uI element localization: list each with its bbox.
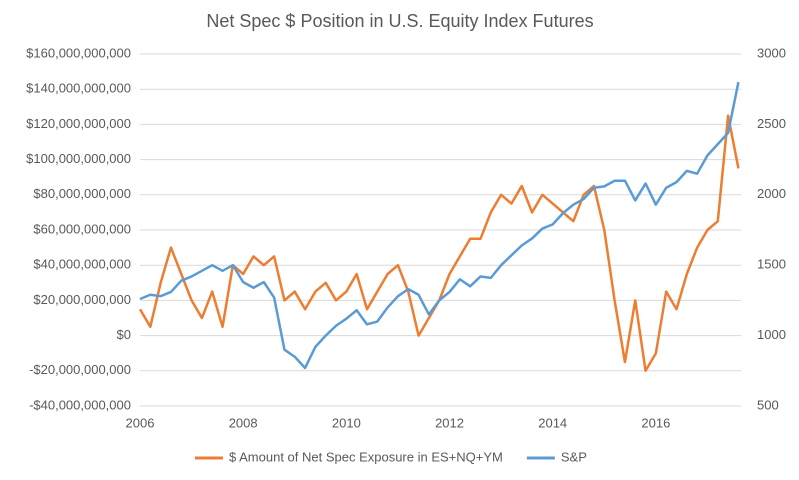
y-tick-label: $20,000,000,000 xyxy=(33,292,131,307)
y2-tick-label: 2000 xyxy=(757,186,786,201)
x-tick-label: 2010 xyxy=(332,415,361,430)
y-tick-label: -$40,000,000,000 xyxy=(29,397,131,412)
y-tick-label: $100,000,000,000 xyxy=(26,151,131,166)
y-tick-label: $140,000,000,000 xyxy=(26,81,131,96)
legend-label: S&P xyxy=(561,449,587,464)
x-tick-label: 2014 xyxy=(538,415,567,430)
y-tick-label: $160,000,000,000 xyxy=(26,45,131,60)
y-tick-label: $40,000,000,000 xyxy=(33,257,131,272)
y2-tick-label: 2500 xyxy=(757,116,786,131)
chart-title: Net Spec $ Position in U.S. Equity Index… xyxy=(206,11,593,31)
x-tick-label: 2012 xyxy=(435,415,464,430)
y-tick-label: $120,000,000,000 xyxy=(26,116,131,131)
y-tick-label: $0 xyxy=(117,327,131,342)
series-line xyxy=(139,81,740,370)
legend-label: $ Amount of Net Spec Exposure in ES+NQ+Y… xyxy=(229,449,503,464)
x-tick-label: 2016 xyxy=(641,415,670,430)
y-tick-label: $80,000,000,000 xyxy=(33,186,131,201)
y2-tick-label: 3000 xyxy=(757,45,786,60)
x-tick-label: 2008 xyxy=(229,415,258,430)
series-line xyxy=(138,114,740,373)
y-tick-label: $60,000,000,000 xyxy=(33,221,131,236)
y2-tick-label: 1500 xyxy=(757,257,786,272)
x-tick-label: 2006 xyxy=(126,415,155,430)
y-tick-label: -$20,000,000,000 xyxy=(29,362,131,377)
y2-tick-label: 1000 xyxy=(757,327,786,342)
y2-tick-label: 500 xyxy=(757,397,779,412)
